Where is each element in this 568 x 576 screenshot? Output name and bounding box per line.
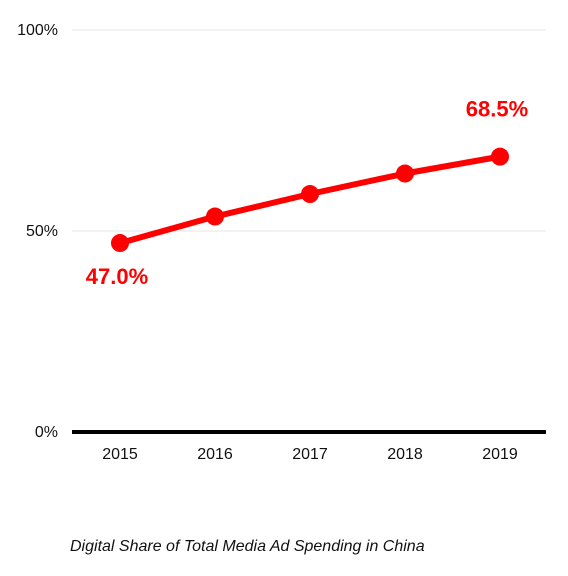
data-labels: 47.0% 68.5% (86, 97, 528, 289)
data-point (206, 207, 224, 226)
data-label: 68.5% (466, 97, 528, 122)
chart-caption: Digital Share of Total Media Ad Spending… (70, 538, 425, 555)
data-points (111, 147, 509, 253)
data-point (301, 185, 319, 204)
y-axis-tick-labels: 0% 50% 100% (17, 22, 58, 441)
y-tick-label: 50% (26, 223, 58, 240)
y-tick-label: 100% (17, 22, 58, 39)
data-point (111, 234, 129, 253)
data-point (491, 147, 509, 166)
data-point (396, 164, 414, 183)
gridlines (72, 29, 546, 232)
x-tick-label: 2018 (387, 446, 423, 463)
x-tick-label: 2015 (102, 446, 138, 463)
x-axis-tick-labels: 2015 2016 2017 2018 2019 (102, 446, 518, 463)
x-tick-label: 2019 (482, 446, 518, 463)
data-label: 47.0% (86, 264, 148, 289)
x-tick-label: 2017 (292, 446, 328, 463)
y-tick-label: 0% (35, 424, 58, 441)
x-tick-label: 2016 (197, 446, 233, 463)
